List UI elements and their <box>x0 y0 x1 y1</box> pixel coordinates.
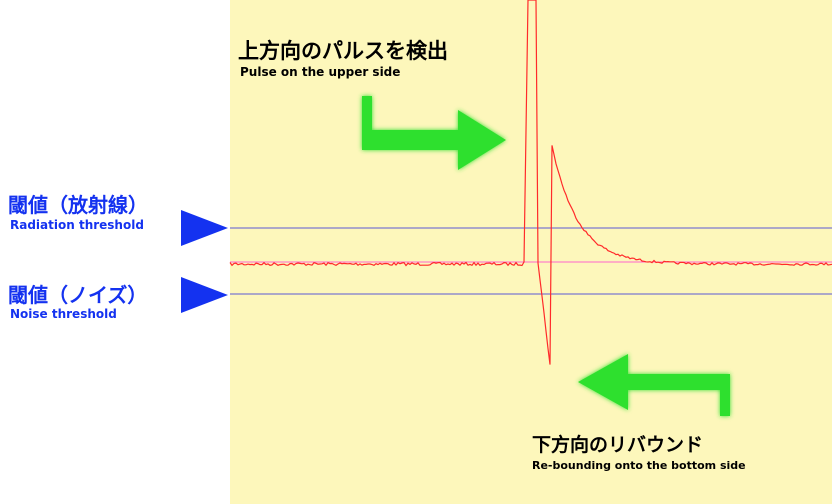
upper-pulse-subtitle: Pulse on the upper side <box>240 65 400 79</box>
triangle-right-icon <box>181 277 228 313</box>
green-hooked-arrow-right-icon <box>362 96 506 170</box>
radiation-threshold-title: 閾値（放射線） <box>8 193 148 217</box>
noise-threshold-subtitle: Noise threshold <box>10 307 117 321</box>
noise-threshold-title: 閾値（ノイズ） <box>8 283 147 307</box>
rebound-subtitle: Re-bounding onto the bottom side <box>532 459 746 472</box>
triangle-right-icon <box>181 210 228 246</box>
radiation-threshold-subtitle: Radiation threshold <box>10 218 144 232</box>
green-hooked-arrow-left-icon <box>578 354 730 416</box>
signal-trace <box>229 0 832 365</box>
upper-pulse-title: 上方向のパルスを検出 <box>238 39 448 63</box>
rebound-title: 下方向のリバウンド <box>532 433 703 456</box>
scope-panel <box>230 0 832 504</box>
